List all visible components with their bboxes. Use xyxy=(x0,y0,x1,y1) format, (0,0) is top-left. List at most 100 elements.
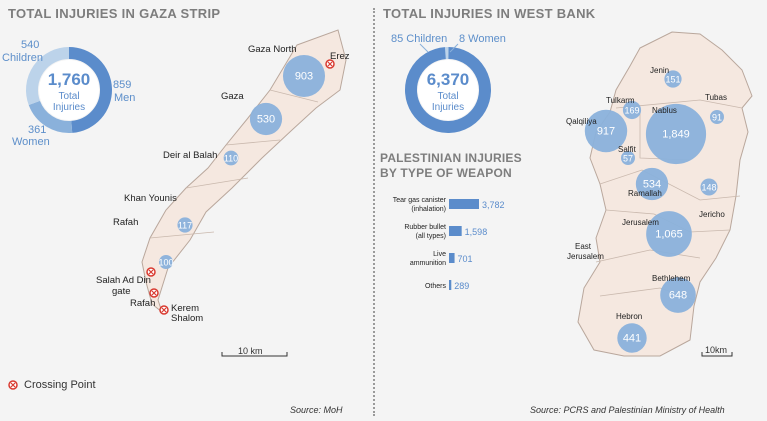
westbank-border-line xyxy=(595,249,701,263)
donut-slice-men xyxy=(68,47,112,133)
gaza-border-line xyxy=(225,139,281,146)
injury-bubble xyxy=(177,217,193,233)
gaza-total-label-2: Injuries xyxy=(53,102,85,113)
injury-bubble-value: 91 xyxy=(712,113,722,123)
crossing-icon xyxy=(149,288,159,298)
gaza-total-label: Total xyxy=(58,91,79,102)
injury-bubble xyxy=(710,110,724,124)
westbank-total-label-2: Injuries xyxy=(432,102,464,113)
gaza-men-label: Men xyxy=(114,92,136,104)
weapon-category-label: Others xyxy=(425,283,447,290)
westbank-scale-label: 10km xyxy=(705,345,727,355)
injury-bubble xyxy=(700,178,718,196)
weapon-bar-value: 3,782 xyxy=(482,200,505,210)
weapon-category-label: (all types) xyxy=(416,233,446,240)
injury-bubble xyxy=(622,100,642,120)
map-label: Tulkarm xyxy=(606,96,635,105)
weapon-bar-value: 289 xyxy=(454,281,469,291)
injury-bubble-value: 530 xyxy=(257,114,275,126)
map-label: Hebron xyxy=(616,312,642,321)
map-label: Khan Younis xyxy=(124,193,177,204)
injury-bubble xyxy=(645,103,707,165)
westbank-border-line xyxy=(615,99,743,109)
map-label: Gaza xyxy=(221,91,244,102)
map-label: Rafah xyxy=(130,298,155,309)
injury-bubble-value: 1,849 xyxy=(662,129,690,141)
map-label: Salah Ad Din xyxy=(96,275,151,286)
gaza-women-value: 361 xyxy=(28,124,47,136)
crossing-icon xyxy=(146,267,156,277)
gaza-children-label: Children xyxy=(2,52,43,64)
crossing-icon xyxy=(325,59,335,69)
gaza-strip-shape xyxy=(141,29,347,314)
injury-bubble xyxy=(159,255,173,269)
injury-bubble-value: 534 xyxy=(643,179,661,191)
weapon-category-label: Tear gas canister xyxy=(393,197,447,204)
gaza-border-line xyxy=(149,231,215,239)
westbank-leader-line xyxy=(419,43,459,53)
injury-bubble-value: 100 xyxy=(158,258,173,268)
map-label: Jericho xyxy=(699,210,725,219)
map-label: gate xyxy=(112,286,131,297)
westbank-scale-bar xyxy=(701,352,733,357)
westbank-total-label: Total xyxy=(437,91,458,102)
gaza-title: TOTAL INJURIES IN GAZA STRIP xyxy=(8,6,221,21)
injury-bubble-value: 903 xyxy=(295,71,313,83)
westbank-women-label: 8 Women xyxy=(459,33,506,45)
gaza-scale-label: 10 km xyxy=(238,346,263,356)
map-label: Erez xyxy=(330,51,350,62)
weapon-category-label: Rubber bullet xyxy=(404,224,446,231)
weapon-category-label: (inhalation) xyxy=(411,206,446,213)
gaza-source: Source: MoH xyxy=(290,405,343,415)
injury-bubble-value: 648 xyxy=(669,290,687,302)
westbank-total-value: 6,370 xyxy=(427,70,470,89)
injury-bubble xyxy=(223,150,239,166)
donut-hole xyxy=(39,60,99,120)
injury-bubble xyxy=(584,109,628,153)
map-label: Salfit xyxy=(618,145,637,154)
weapon-title-line-2: BY TYPE OF WEAPON xyxy=(380,166,512,180)
weapon-bar xyxy=(449,253,455,263)
weapon-chart-title: PALESTINIAN INJURIES BY TYPE OF WEAPON xyxy=(380,151,522,181)
injury-bubble-value: 148 xyxy=(701,183,716,193)
injury-bubble xyxy=(664,70,682,88)
map-label: Qalqiliya xyxy=(566,117,597,126)
map-label: Gaza North xyxy=(248,44,297,55)
westbank-border-line xyxy=(599,169,741,201)
westbank-children-label: 85 Children xyxy=(391,33,448,45)
crossing-point-icon xyxy=(8,380,18,390)
weapon-category-label: Live xyxy=(433,251,446,258)
map-label: Tubas xyxy=(705,93,727,102)
map-label: Jerusalem xyxy=(622,218,659,227)
westbank-shape xyxy=(577,31,753,357)
injury-bubble-value: 151 xyxy=(665,75,680,85)
injury-bubble-value: 110 xyxy=(224,154,238,164)
gaza-border-line xyxy=(185,177,249,189)
map-label: Shalom xyxy=(171,313,203,324)
weapon-bar-value: 701 xyxy=(458,254,473,264)
donut-slice-women xyxy=(28,100,73,133)
map-label: Kerem xyxy=(171,303,199,314)
crossing-icon xyxy=(159,305,169,315)
injury-bubble xyxy=(249,102,283,136)
map-label: Jenin xyxy=(650,66,669,75)
donut-hole xyxy=(418,60,478,120)
donut-slice-other xyxy=(405,47,491,133)
injury-bubble xyxy=(621,151,635,165)
legend: Crossing Point xyxy=(8,379,96,391)
map-label: Ramallah xyxy=(628,189,662,198)
weapon-bar-value: 1,598 xyxy=(465,227,488,237)
gaza-men-value: 859 xyxy=(113,79,132,91)
weapon-category-label: ammunition xyxy=(410,260,446,267)
map-label: East xyxy=(575,242,592,251)
legend-label: Crossing Point xyxy=(24,379,96,391)
donut-slice-children xyxy=(26,47,70,106)
gaza-scale-bar xyxy=(221,352,288,357)
injury-bubble xyxy=(635,167,669,201)
injury-bubble xyxy=(660,277,696,313)
weapon-bar xyxy=(449,280,452,290)
